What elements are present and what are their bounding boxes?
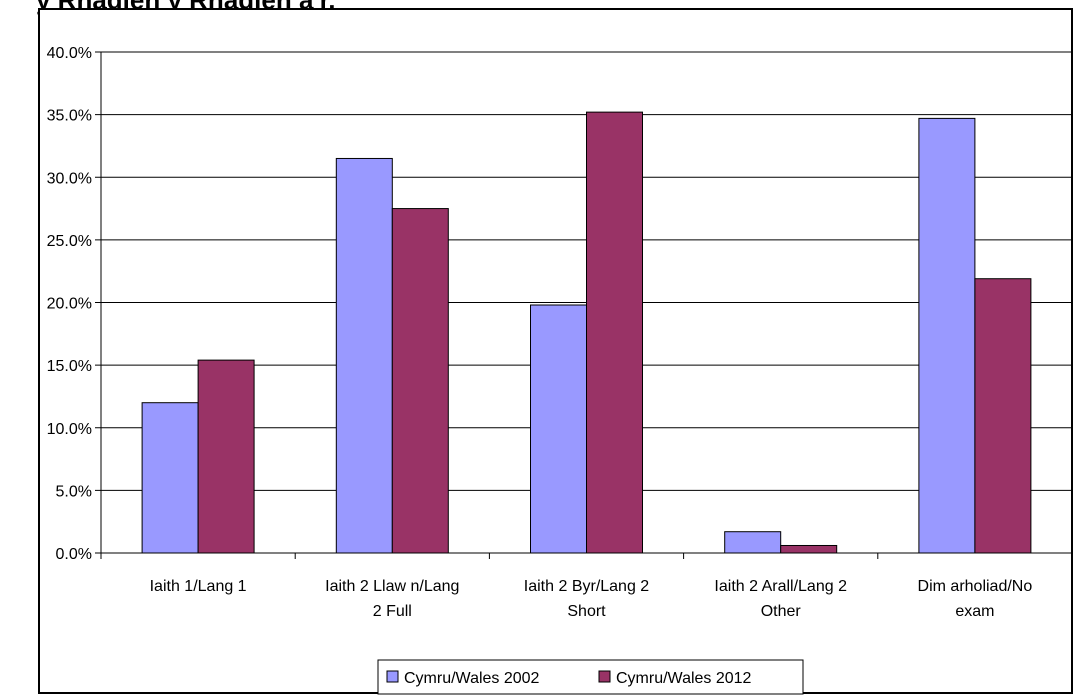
legend-label: Cymru/Wales 2002: [404, 670, 540, 687]
axes: [95, 51, 1073, 559]
y-tick-label: 40.0%: [47, 45, 92, 62]
bar: [391, 208, 449, 554]
legend-label: Cymru/Wales 2012: [616, 670, 752, 687]
y-tick-label: 5.0%: [56, 483, 92, 500]
category-label: 2 Full: [373, 603, 412, 620]
bar: [724, 531, 782, 554]
bar: [974, 278, 1032, 554]
category-label: Iaith 2 Llaw n/Lang: [325, 578, 459, 595]
y-tick-label: 0.0%: [56, 546, 92, 563]
category-label: Dim arholiad/No: [918, 578, 1033, 595]
bar: [335, 157, 393, 554]
axis-labels: 0.0% 5.0% 10.0% 15.0% 20.0% 25.0% 30.0% 35.0% 40…: [47, 45, 1033, 620]
legend: Cymru/Wales 2002 Cymru/Wales 2012: [377, 659, 804, 695]
bar: [530, 304, 587, 554]
legend-box: [377, 659, 804, 695]
bar: [197, 359, 255, 554]
y-tick-label: 10.0%: [47, 421, 92, 438]
y-tick-label: 35.0%: [47, 108, 92, 125]
bar: [586, 111, 643, 554]
legend-swatch: [598, 670, 611, 683]
bar: [141, 402, 199, 554]
bar: [780, 544, 838, 554]
category-label: exam: [955, 603, 994, 620]
y-tick-label: 25.0%: [47, 233, 92, 250]
y-tick-label: 30.0%: [47, 170, 92, 187]
y-tick-label: 20.0%: [47, 296, 92, 313]
category-label: Iaith 2 Arall/Lang 2: [714, 578, 847, 595]
category-label: Other: [761, 603, 802, 620]
category-label: Short: [567, 603, 606, 620]
bars: [141, 111, 1032, 554]
category-label: Iaith 1/Lang 1: [150, 578, 247, 595]
y-tick-label: 15.0%: [47, 358, 92, 375]
category-label: Iaith 2 Byr/Lang 2: [524, 578, 650, 595]
legend-swatch: [386, 670, 399, 683]
bar: [918, 117, 976, 554]
